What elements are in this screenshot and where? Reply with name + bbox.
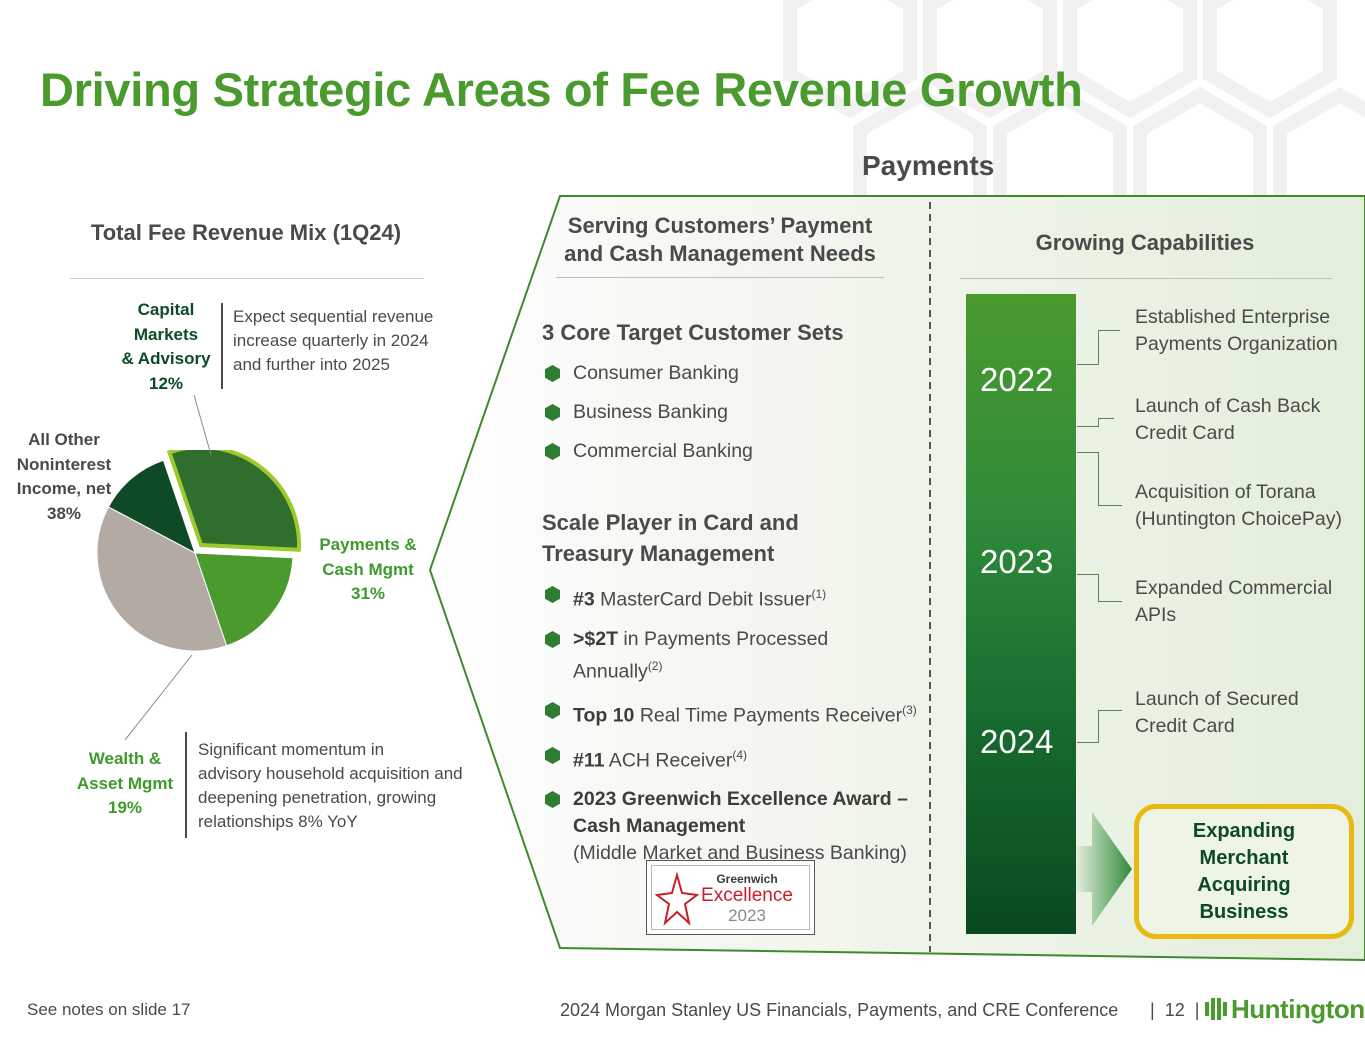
fee-mix-pie-chart — [96, 450, 301, 652]
wealth-label: Wealth & Asset Mgmt 19% — [76, 749, 174, 817]
hexagon-bullet-icon — [545, 586, 560, 603]
fee-mix-title: Total Fee Revenue Mix (1Q24) — [90, 220, 402, 245]
list-item: >$2T in Payments Processed Annually(2) — [545, 626, 930, 686]
capability-item: Established Enterprise Payments Organizat… — [1135, 306, 1338, 355]
growing-heading: Growing Capabilities — [1035, 230, 1255, 255]
connector — [1098, 710, 1122, 742]
arrow-right-icon — [1076, 812, 1132, 926]
connector — [1098, 452, 1122, 506]
page-number: | 12 | — [1150, 1000, 1200, 1020]
payments-cash-label: Payments & Cash Mgmt 31% — [319, 535, 417, 603]
huntington-logo: Huntington — [1205, 993, 1365, 1025]
timeline-bar — [966, 294, 1076, 934]
pie-slice-wealth-asset-mgmt — [194, 552, 294, 647]
capability-item: Expanded Commercial APIs — [1135, 577, 1333, 626]
payments-heading: Payments — [862, 150, 995, 181]
wealth-divider — [185, 732, 187, 838]
capability-item: Acquisition of Torana (Huntington ChoiceP… — [1135, 481, 1343, 530]
footer-notes: See notes on slide 17 — [27, 1000, 191, 1019]
footer-conference: 2024 Morgan Stanley US Financials, Payme… — [560, 1000, 1119, 1020]
connector — [1098, 574, 1122, 602]
scale-player-heading: Scale Player in Card and Treasury Manage… — [542, 510, 799, 566]
connector — [1077, 426, 1099, 427]
badge-line-2: Excellence — [701, 885, 793, 906]
growing-rule — [960, 278, 1332, 279]
capability-item: Launch of Secured Credit Card — [1135, 688, 1299, 737]
pie-slice-capital-markets-advisory — [107, 459, 196, 555]
pie-leader-lines — [124, 394, 212, 741]
pie-slice-all-other-noninterest-income-net — [96, 506, 228, 652]
hexagon-bullet-icon — [545, 404, 560, 421]
payments-panel — [428, 195, 1365, 962]
year-2023: 2023 — [980, 543, 1054, 580]
pie-slice-payments-cash-mgmt — [166, 450, 301, 552]
hexagon-bullet-icon — [545, 702, 560, 719]
connector — [1077, 452, 1099, 453]
connector — [1077, 574, 1099, 575]
star-icon — [655, 871, 699, 926]
hexagon-bullet-icon — [545, 791, 560, 808]
wealth-note: Significant momentum in advisory househo… — [198, 740, 463, 831]
serving-rule — [556, 277, 884, 278]
connector — [1098, 330, 1120, 364]
connector — [1077, 742, 1099, 743]
huntington-logo-icon — [1205, 998, 1227, 1020]
list-item: 2023 Greenwich Excellence Award – Cash Ma… — [545, 786, 930, 867]
list-item: #3 MasterCard Debit Issuer(1) — [545, 581, 930, 614]
slide-title: Driving Strategic Areas of Fee Revenue G… — [40, 63, 1083, 116]
capability-item: Launch of Cash Back Credit Card — [1135, 395, 1321, 444]
list-item: Consumer Banking — [545, 360, 915, 387]
core-customer-heading: 3 Core Target Customer Sets — [542, 320, 844, 345]
serving-heading: Serving Customers’ Payment and Cash Mana… — [564, 213, 876, 266]
hexagon-bullet-icon — [545, 630, 560, 648]
expanding-merchant-box: Expanding Merchant Acquiring Business — [1134, 804, 1354, 939]
hexagon-bullet-icon — [545, 443, 560, 460]
list-item: #11 ACH Receiver(4) — [545, 742, 930, 775]
connector — [1098, 418, 1114, 426]
hexagon-bullet-icon — [545, 365, 560, 382]
year-2024: 2024 — [980, 723, 1054, 760]
connector — [1077, 364, 1099, 365]
all-other-label: All Other Noninterest Income, net 38% — [16, 430, 112, 523]
list-item: Top 10 Real Time Payments Receiver(3) — [545, 697, 930, 730]
scale-player-list: #3 MasterCard Debit Issuer(1) >$2T in Pa… — [545, 581, 930, 867]
hexagon-bullet-icon — [545, 746, 560, 764]
badge-line-3: 2023 — [728, 906, 766, 925]
capital-markets-divider — [221, 303, 223, 389]
greenwich-excellence-badge: Greenwich Excellence 2023 — [646, 860, 815, 935]
badge-line-1: Greenwich — [716, 872, 778, 886]
list-item: Commercial Banking — [545, 438, 915, 465]
year-2022: 2022 — [980, 361, 1054, 398]
capital-markets-label: Capital Markets & Advisory 12% — [121, 300, 211, 393]
fee-mix-rule — [70, 278, 424, 279]
capital-markets-note: Expect sequential revenue increase quart… — [233, 307, 434, 374]
core-customer-list: Consumer Banking Business Banking Commer… — [545, 360, 915, 465]
list-item: Business Banking — [545, 399, 915, 426]
